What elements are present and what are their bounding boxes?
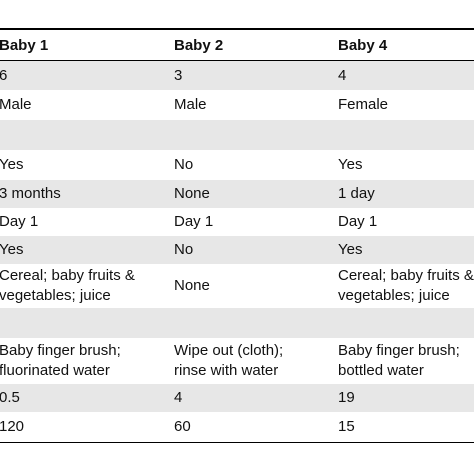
cell-text: Male [174, 96, 207, 113]
cell-text: None [174, 277, 210, 294]
table-cell: Cereal; baby fruits & vegetables; juice [0, 264, 171, 308]
table-row: 6 3 4 [0, 61, 474, 90]
table-row [0, 120, 474, 150]
cell-text: Day 1 [0, 213, 39, 230]
cell-text: 1 day [338, 185, 375, 202]
header-cell: Baby 2 [174, 31, 338, 60]
cell-text: Yes [0, 241, 24, 258]
table-cell: None [174, 180, 338, 208]
table-cell: Yes [0, 236, 171, 264]
table-cell: Baby finger brush; fluorinated water [0, 338, 171, 384]
table-cell: Cereal; baby fruits & vegetables; juice [338, 264, 474, 308]
table-cell: Wipe out (cloth); rinse with water [174, 338, 338, 384]
table-cell: Baby finger brush; bottled water [338, 338, 474, 384]
table-cell: Day 1 [174, 208, 338, 236]
cell-text: No [174, 156, 194, 173]
table-row: 3 months None 1 day [0, 180, 474, 208]
cell-text: 120 [0, 418, 25, 435]
cell-text: Cereal; baby fruits & [0, 267, 135, 284]
cell-text: 60 [174, 418, 191, 435]
cell-text: bottled water [338, 362, 424, 379]
table-cell: 19 [338, 384, 474, 412]
table-cell: Day 1 [338, 208, 474, 236]
cell-text: vegetables; juice [338, 287, 450, 304]
cell-text: fluorinated water [0, 362, 110, 379]
table-cell: 6 [0, 61, 171, 90]
cell-text: vegetables; juice [0, 287, 111, 304]
table-cell: No [174, 236, 338, 264]
cell-text: 19 [338, 389, 355, 406]
table-cell: 4 [174, 384, 338, 412]
cell-text: 0.5 [0, 389, 20, 406]
cell-text: Yes [338, 241, 363, 258]
cell-text: Yes [338, 156, 363, 173]
table-row: Male Male Female [0, 90, 474, 120]
cell-text: 3 months [0, 185, 61, 202]
table-cell: 15 [338, 412, 474, 442]
header-row: Baby 1 Baby 2 Baby 4 [0, 31, 474, 60]
table-row: 120 60 15 [0, 412, 474, 442]
table-cell: Yes [338, 150, 474, 180]
cell-text: Baby 4 [338, 36, 388, 54]
table-row: Day 1 Day 1 Day 1 [0, 208, 474, 236]
cell-text: No [174, 241, 194, 258]
cell-text: None [174, 185, 210, 202]
table-cell: 60 [174, 412, 338, 442]
table-cell: 3 [174, 61, 338, 90]
table-cell: Female [338, 90, 474, 120]
table-row: Baby finger brush; fluorinated water Wipe … [0, 338, 474, 384]
cell-text: rinse with water [174, 362, 279, 379]
table-row: Yes No Yes [0, 236, 474, 264]
bottom-rule [0, 442, 474, 443]
table-row [0, 308, 474, 338]
cell-text: Day 1 [338, 213, 378, 230]
table-cell: Yes [0, 150, 171, 180]
table-cell: 0.5 [0, 384, 171, 412]
cell-text: Day 1 [174, 213, 214, 230]
cell-text: Cereal; baby fruits & [338, 267, 474, 284]
header-cell: Baby 1 [0, 31, 171, 60]
table-cell: Yes [338, 236, 474, 264]
cell-text: Male [0, 96, 32, 113]
cell-text: Wipe out (cloth); [174, 342, 284, 359]
cell-text: Baby finger brush; [0, 342, 121, 359]
table-cell: 4 [338, 61, 474, 90]
top-rule [0, 28, 474, 30]
table-cell: Day 1 [0, 208, 171, 236]
cell-text: Female [338, 96, 389, 113]
table-cell: 120 [0, 412, 171, 442]
cell-text: 4 [174, 389, 183, 406]
table-cell: No [174, 150, 338, 180]
table-cell: Male [174, 90, 338, 120]
table-cell: 3 months [0, 180, 171, 208]
cell-text: 4 [338, 66, 347, 84]
table-cell: None [174, 264, 338, 308]
table-row: Yes No Yes [0, 150, 474, 180]
cell-text: 3 [174, 66, 183, 84]
table-row: Cereal; baby fruits & vegetables; juice No… [0, 264, 474, 308]
table-cell: Male [0, 90, 171, 120]
table-cell: 1 day [338, 180, 474, 208]
header-rule [0, 60, 474, 61]
cell-text: 15 [338, 418, 355, 435]
cell-text: Baby 2 [174, 36, 224, 54]
cell-text: Baby finger brush; [338, 342, 460, 359]
table-row: 0.5 4 19 [0, 384, 474, 412]
header-cell: Baby 4 [338, 31, 474, 60]
cell-text: Yes [0, 156, 24, 173]
cell-text: 6 [0, 66, 8, 84]
cell-text: Baby 1 [0, 36, 49, 54]
